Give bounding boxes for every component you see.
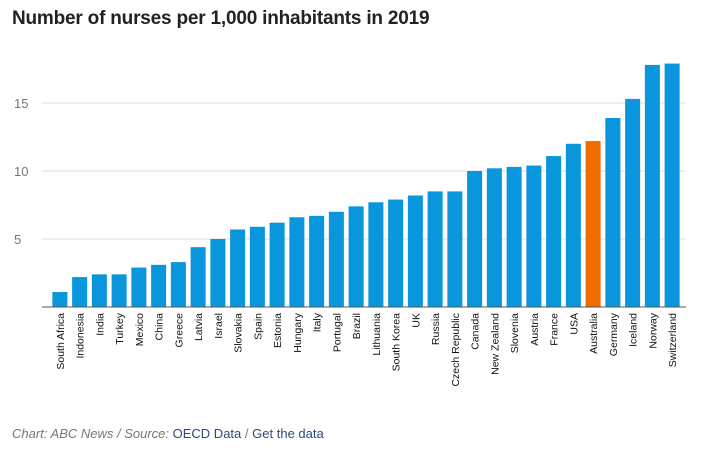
- bar-lithuania: [368, 202, 384, 307]
- x-tick-label: Germany: [608, 312, 620, 356]
- x-tick-label: Russia: [430, 313, 442, 345]
- x-tick-label: Czech Republic: [450, 313, 462, 387]
- x-tick-label: Iceland: [628, 313, 640, 347]
- bar-slovakia: [230, 229, 246, 307]
- x-tick-label: Austria: [529, 313, 541, 346]
- bar-australia: [585, 141, 601, 307]
- x-tick-label: Hungary: [292, 312, 304, 352]
- x-tick-label: India: [94, 313, 106, 336]
- x-tick-label: China: [154, 313, 166, 341]
- x-tick-label: South Africa: [55, 313, 67, 370]
- x-tick-label: Indonesia: [75, 313, 87, 359]
- x-tick-label: Israel: [213, 313, 225, 339]
- y-tick-label: 15: [14, 96, 28, 111]
- x-tick-label: Italy: [312, 312, 324, 332]
- x-tick-label: New Zealand: [489, 313, 501, 375]
- bar-mexico: [131, 267, 147, 307]
- bar-latvia: [190, 247, 206, 307]
- footer-separator: /: [244, 426, 249, 441]
- bar-israel: [210, 239, 226, 307]
- bar-russia: [427, 191, 443, 307]
- bar-norway: [644, 64, 660, 307]
- x-tick-label: France: [549, 313, 561, 346]
- bar-hungary: [289, 217, 305, 307]
- bar-france: [546, 156, 562, 307]
- bar-chart: 5 10 15 South Africa Indonesia India Turkey Mex…: [14, 63, 686, 387]
- bar-brazil: [348, 206, 364, 307]
- bar-india: [91, 274, 107, 307]
- bar-new-zealand: [486, 168, 502, 307]
- bar-south-africa: [52, 292, 68, 307]
- x-tick-label: Slovenia: [509, 313, 521, 353]
- x-tick-label: Greece: [173, 313, 185, 348]
- bar-spain: [249, 226, 265, 307]
- bar-greece: [170, 262, 186, 307]
- x-tick-label: South Korea: [391, 313, 403, 372]
- chart-title: Number of nurses per 1,000 inhabitants i…: [12, 8, 430, 29]
- bar-iceland: [625, 98, 641, 307]
- bar-italy: [309, 215, 325, 307]
- x-tick-label: Australia: [588, 313, 600, 354]
- x-tick-label: Canada: [470, 313, 482, 350]
- source-link[interactable]: OECD Data: [172, 426, 242, 441]
- bar-china: [151, 264, 167, 307]
- x-tick-label: Turkey: [114, 312, 126, 344]
- bar-czech-republic: [447, 191, 463, 307]
- x-tick-label: Latvia: [193, 313, 205, 341]
- bar-south-korea: [388, 199, 404, 307]
- x-tick-label: Mexico: [134, 313, 146, 346]
- bar-portugal: [328, 211, 344, 307]
- x-tick-label: Brazil: [351, 313, 363, 339]
- bar-canada: [467, 171, 483, 307]
- bar-usa: [565, 143, 581, 307]
- x-tick-label: UK: [410, 313, 422, 328]
- bar-estonia: [269, 222, 285, 307]
- bar-austria: [526, 165, 542, 307]
- y-tick-label: 5: [14, 232, 21, 247]
- x-tick-label: Norway: [647, 312, 659, 348]
- bar-germany: [605, 117, 621, 308]
- x-tick-label: USA: [568, 313, 580, 335]
- bar-turkey: [111, 274, 127, 307]
- get-data-link[interactable]: Get the data: [252, 426, 324, 441]
- x-tick-label: Portugal: [331, 313, 343, 352]
- credit-text: Chart: ABC News / Source:: [12, 426, 170, 441]
- bar-uk: [407, 195, 423, 307]
- bar-slovenia: [506, 166, 522, 307]
- x-tick-label: Estonia: [272, 313, 284, 348]
- y-tick-label: 10: [14, 164, 28, 179]
- bar-switzerland: [664, 63, 680, 307]
- x-tick-label: Switzerland: [667, 313, 679, 367]
- x-tick-label: Slovakia: [233, 313, 245, 353]
- x-tick-label: Lithuania: [371, 313, 383, 356]
- bar-indonesia: [72, 277, 88, 307]
- chart-footer: Chart: ABC News / Source: OECD Data / Ge…: [12, 426, 324, 441]
- x-tick-label: Spain: [252, 313, 264, 340]
